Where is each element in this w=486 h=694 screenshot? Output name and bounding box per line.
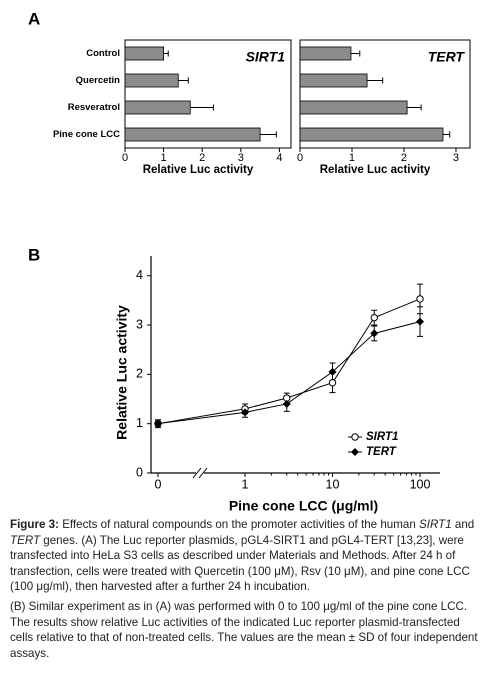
x-tick-label: 1 [349,152,355,164]
category-label: Pine cone LCC [53,129,120,140]
marker [241,408,249,417]
figure: A B SIRT1 0 1 2 3 4 Relative Luc activity Contr… [28,9,471,514]
y-tick-label: 2 [136,367,143,381]
plot-frame [299,39,471,149]
x-tick-label: 4 [276,152,282,164]
caption-text: (B) Similar experiment as in (A) was per… [10,599,478,660]
break-mark [192,467,202,479]
marker [370,329,379,338]
y-tick-label: 4 [136,268,143,282]
category-label: Resveratrol [68,102,120,113]
y-axis-label: Relative Luc activity [114,305,130,440]
x-tick-label: 100 [410,477,431,491]
x-tick-label: 1 [161,152,167,164]
bar [299,46,352,61]
x-tick-label: 0 [155,477,162,491]
caption-text: and [451,518,475,531]
bar [124,46,165,61]
x-axis-label: Relative Luc activity [143,164,254,176]
bar [124,73,179,88]
legend-label: SIRT1 [366,431,398,443]
series-line [157,321,421,425]
panel-label: B [28,245,40,264]
marker [416,317,424,326]
legend-marker [351,433,359,441]
x-tick-label: 0 [297,152,303,164]
marker [154,419,162,428]
legend-marker [351,448,359,456]
caption-text: Figure 3: [10,518,59,531]
x-tick-label: 1 [242,477,249,491]
marker [282,399,291,408]
category-label: Quercetin [76,75,121,86]
chart-title: TERT [428,49,466,65]
x-tick-label: 3 [453,152,459,164]
x-tick-label: 0 [122,152,128,164]
x-axis-label: Pine cone LCC (μg/ml) [229,498,378,514]
marker [416,295,424,303]
category-label: Control [86,48,120,59]
plot-frame [124,39,292,149]
chart-title: SIRT1 [246,49,286,65]
axis-break [192,467,208,479]
caption-text: SIRT1 [419,518,452,531]
caption: Figure 3: Effects of natural compounds o… [10,517,478,665]
y-tick-label: 3 [136,317,143,331]
marker [328,367,337,376]
bar [299,73,368,88]
x-tick-label: 2 [401,152,407,164]
marker [370,313,378,322]
bar [299,100,408,115]
caption-text: genes. (A) The Luc reporter plasmids, pG… [10,533,470,594]
x-tick-label: 3 [238,152,244,164]
x-tick-label: 2 [199,152,205,164]
x-tick-label: 10 [326,477,340,491]
caption-text: Effects of natural compounds on the prom… [58,518,420,531]
bar [299,127,444,142]
x-axis-label: Relative Luc activity [320,164,431,176]
y-tick-label: 0 [136,465,143,479]
bar [124,127,261,142]
caption-text: TERT [10,533,41,547]
legend-label: TERT [366,446,397,458]
break-mark [198,467,208,479]
panel-label: A [28,9,40,28]
caption-paragraph: (B) Similar experiment as in (A) was per… [10,599,478,661]
bar [124,100,191,115]
caption-paragraph: Figure 3: Effects of natural compounds o… [10,517,478,595]
y-tick-label: 1 [136,416,143,430]
marker [328,379,337,387]
series-line [157,298,421,425]
